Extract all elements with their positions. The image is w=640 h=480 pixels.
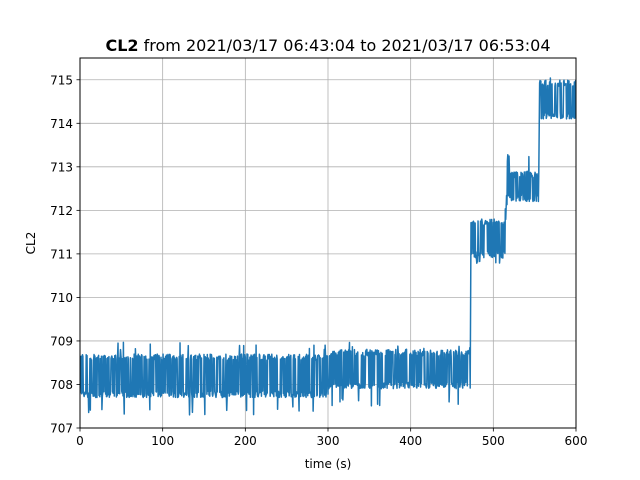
title-range: from 2021/03/17 06:43:04 to 2021/03/17 0… (139, 36, 551, 55)
y-tick-label: 712 (50, 204, 73, 218)
x-tick-label: 500 (482, 434, 505, 448)
y-axis: 707 708 709 710 711 712 713 714 715 (50, 73, 80, 436)
data-series (80, 77, 576, 416)
y-tick-label: 708 (50, 378, 73, 392)
x-axis-label: time (s) (305, 457, 352, 471)
y-tick-label: 707 (50, 422, 73, 436)
x-tick-label: 200 (234, 434, 257, 448)
chart-title: CL2 from 2021/03/17 06:43:04 to 2021/03/… (105, 36, 550, 55)
x-tick-label: 600 (565, 434, 588, 448)
series-line (80, 77, 576, 416)
y-tick-label: 709 (50, 334, 73, 348)
y-tick-label: 713 (50, 160, 73, 174)
x-axis: 0 100 200 300 400 500 600 (76, 428, 587, 448)
y-tick-label: 714 (50, 117, 73, 131)
x-tick-label: 400 (399, 434, 422, 448)
x-tick-label: 100 (151, 434, 174, 448)
y-tick-label: 711 (50, 247, 73, 261)
x-tick-label: 300 (317, 434, 340, 448)
x-tick-label: 0 (76, 434, 84, 448)
y-axis-label: CL2 (24, 232, 38, 255)
y-tick-label: 715 (50, 73, 73, 87)
title-variable: CL2 (105, 36, 138, 55)
y-tick-label: 710 (50, 291, 73, 305)
